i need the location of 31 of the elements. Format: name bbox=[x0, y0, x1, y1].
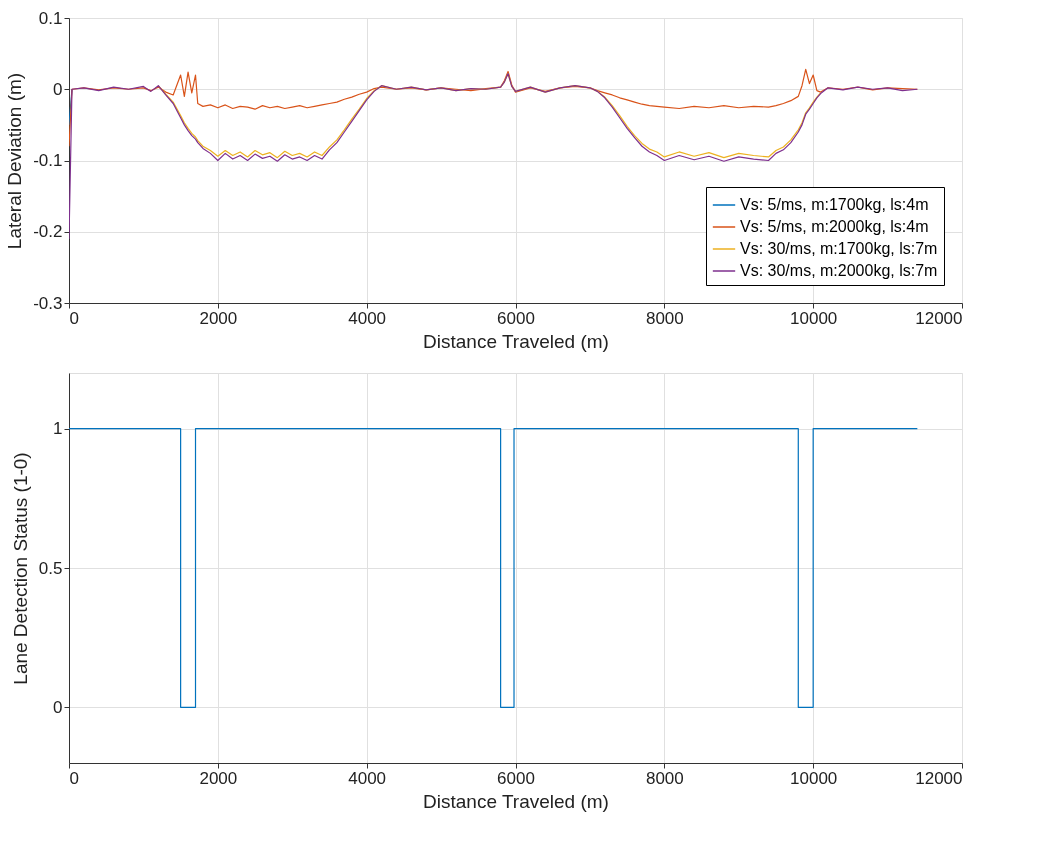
y-tick-label: -0.3 bbox=[33, 293, 63, 313]
y-tick-label: 0 bbox=[53, 697, 63, 717]
x-tick-label: 4000 bbox=[348, 768, 387, 788]
y-axis-title: Lane Detection Status (1-0) bbox=[9, 452, 31, 685]
x-tick-label: 4000 bbox=[348, 308, 387, 328]
y-tick-label: 0.1 bbox=[38, 8, 63, 28]
x-tick-label: 2000 bbox=[199, 768, 238, 788]
legend-label: Vs: 5/ms, m:2000kg, ls:4m bbox=[740, 218, 929, 235]
x-tick-label: 0 bbox=[69, 768, 79, 788]
legend-label: Vs: 30/ms, m:1700kg, ls:7m bbox=[740, 240, 938, 257]
y-tick-label: -0.2 bbox=[33, 222, 63, 242]
legend-label: Vs: 5/ms, m:1700kg, ls:4m bbox=[740, 196, 929, 213]
x-tick-label: 8000 bbox=[645, 308, 684, 328]
y-tick-label: 0.5 bbox=[38, 558, 63, 578]
x-tick-label: 6000 bbox=[497, 308, 535, 328]
line-series bbox=[69, 68, 918, 147]
x-tick-label: 10000 bbox=[790, 308, 838, 328]
x-axis-title: Distance Traveled (m) bbox=[423, 790, 609, 812]
x-tick-label: 8000 bbox=[645, 768, 684, 788]
x-tick-label: 6000 bbox=[497, 768, 535, 788]
x-tick-label: 0 bbox=[69, 308, 79, 328]
x-axis-title: Distance Traveled (m) bbox=[423, 330, 609, 352]
y-tick-label: -0.1 bbox=[33, 151, 63, 170]
y-tick-label: 1 bbox=[53, 419, 63, 439]
y-tick-label: 0 bbox=[53, 79, 63, 99]
x-tick-label: 2000 bbox=[199, 308, 238, 328]
x-tick-label: 12000 bbox=[915, 308, 963, 328]
legend-label: Vs: 30/ms, m:2000kg, ls:7m bbox=[740, 262, 938, 279]
y-axis-title: Lateral Deviation (m) bbox=[4, 72, 26, 250]
x-tick-label: 12000 bbox=[915, 768, 963, 788]
x-tick-label: 10000 bbox=[790, 768, 838, 788]
